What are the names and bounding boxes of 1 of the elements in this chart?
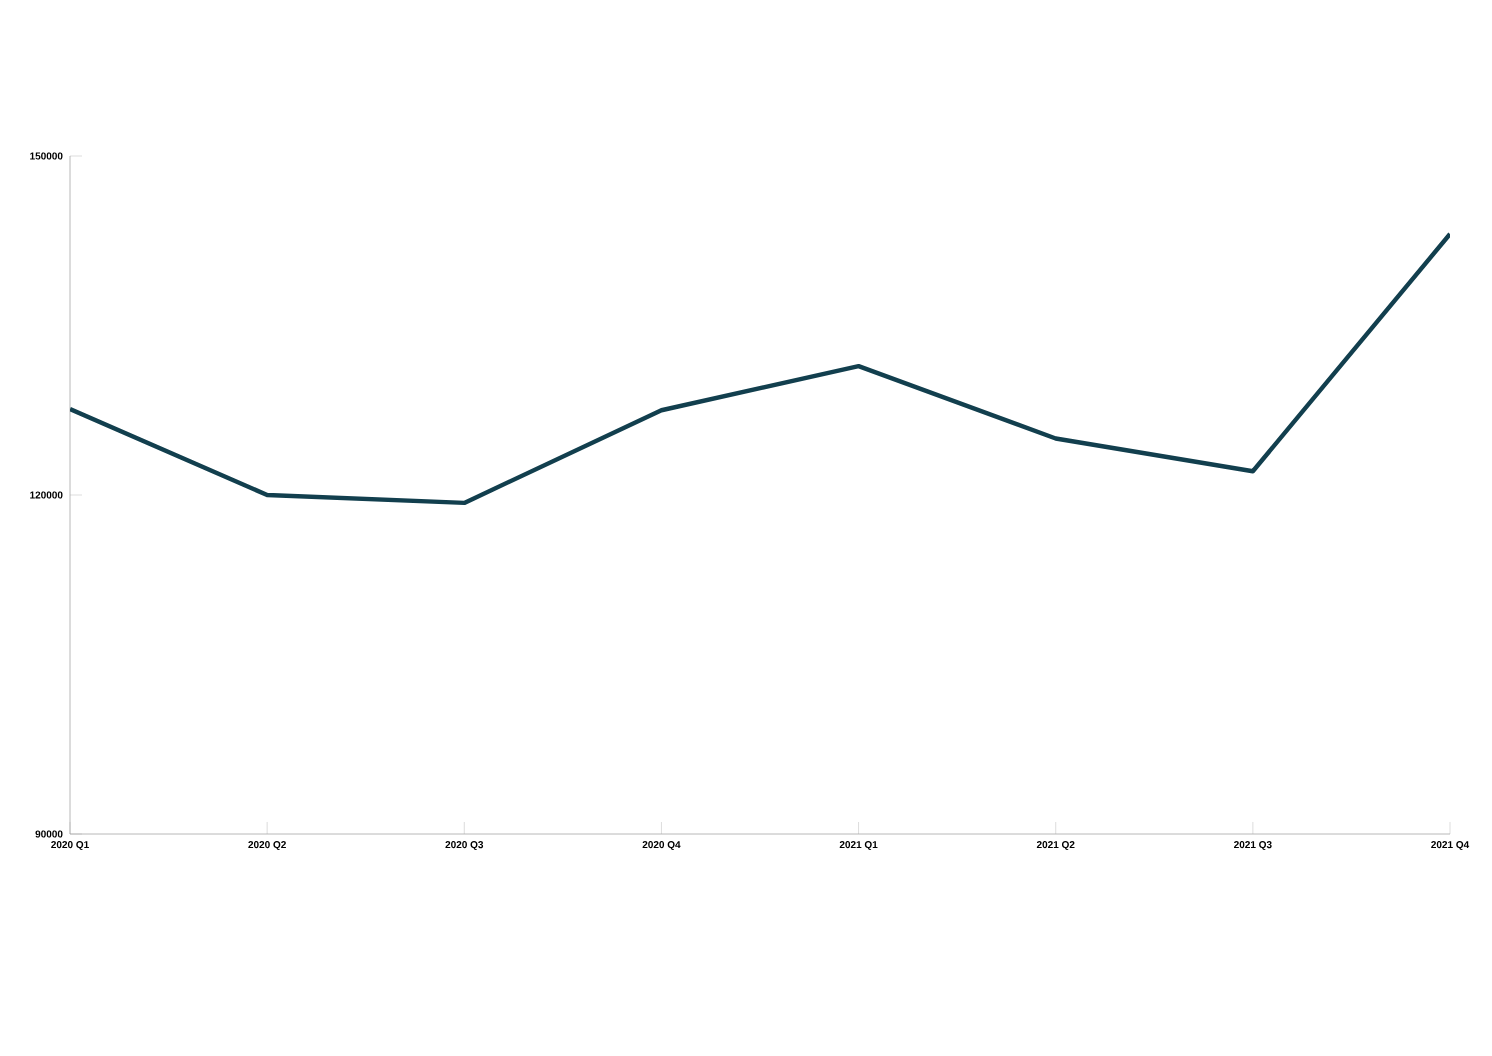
line-series	[70, 231, 1450, 506]
